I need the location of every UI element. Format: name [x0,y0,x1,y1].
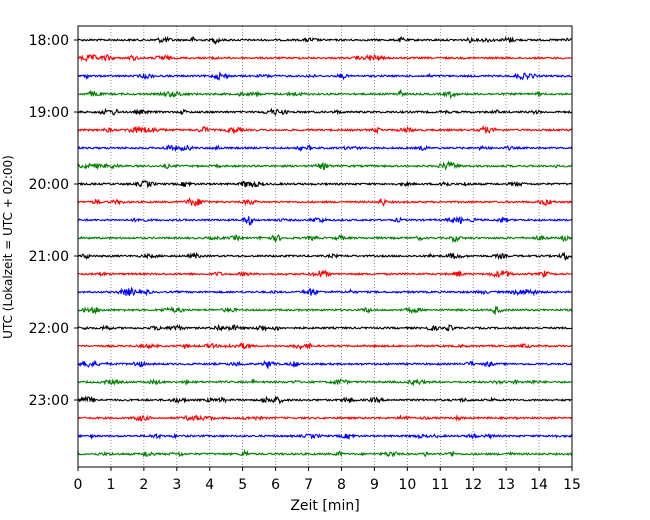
x-tick-label: 9 [370,477,379,493]
x-tick-label: 12 [464,477,482,493]
trace-2345 [77,448,573,458]
trace-1930 [77,144,573,153]
x-tick-label: 15 [563,477,581,493]
trace-1945 [77,160,573,171]
trace-2030 [77,215,573,226]
trace-2230 [77,359,573,369]
x-tick-label: 14 [530,477,548,493]
plot-frame [77,25,573,468]
y-tick-label: 21:00 [29,249,69,265]
trace-1830 [77,71,573,82]
trace-1800 [77,35,573,45]
trace-2330 [77,432,573,441]
x-tick-label: 11 [431,477,449,493]
axis-ticks: 0 1 2 3 4 5 6 7 8 9 10 11 12 13 14 1518:0019:0020:0021:… [29,33,581,493]
trace-2100 [77,251,573,261]
x-tick-label: 13 [497,477,515,493]
trace-2200 [77,323,573,333]
x-tick-label: 6 [271,477,280,493]
trace-lines [77,35,573,458]
x-tick-label: 3 [172,477,181,493]
trace-1845 [77,89,573,100]
trace-2015 [77,197,573,208]
trace-2000 [77,180,573,189]
x-tick-label: 10 [398,477,416,493]
x-tick-label: 7 [304,477,313,493]
trace-2130 [77,286,573,297]
trace-1815 [77,53,573,62]
y-tick-label: 20:00 [29,177,69,193]
trace-2315 [77,414,573,422]
y-axis-label: UTC (Lokalzeit = UTC + 02:00) [1,155,15,339]
trace-2045 [77,233,573,244]
x-tick-label: 0 [74,477,83,493]
trace-2245 [77,378,573,387]
y-tick-label: 23:00 [29,393,69,409]
y-tick-label: 19:00 [29,105,69,121]
trace-2145 [77,305,573,315]
trace-2215 [77,342,573,351]
x-tick-label: 2 [139,477,148,493]
y-tick-label: 18:00 [29,33,69,49]
trace-2115 [77,269,573,279]
trace-1915 [77,124,573,135]
x-tick-label: 8 [337,477,346,493]
x-axis-label: Zeit [min] [290,498,359,514]
x-tick-label: 1 [106,477,115,493]
y-tick-label: 22:00 [29,321,69,337]
trace-1900 [77,107,573,116]
x-tick-label: 5 [238,477,247,493]
trace-2300 [77,395,573,405]
x-tick-label: 4 [205,477,214,493]
